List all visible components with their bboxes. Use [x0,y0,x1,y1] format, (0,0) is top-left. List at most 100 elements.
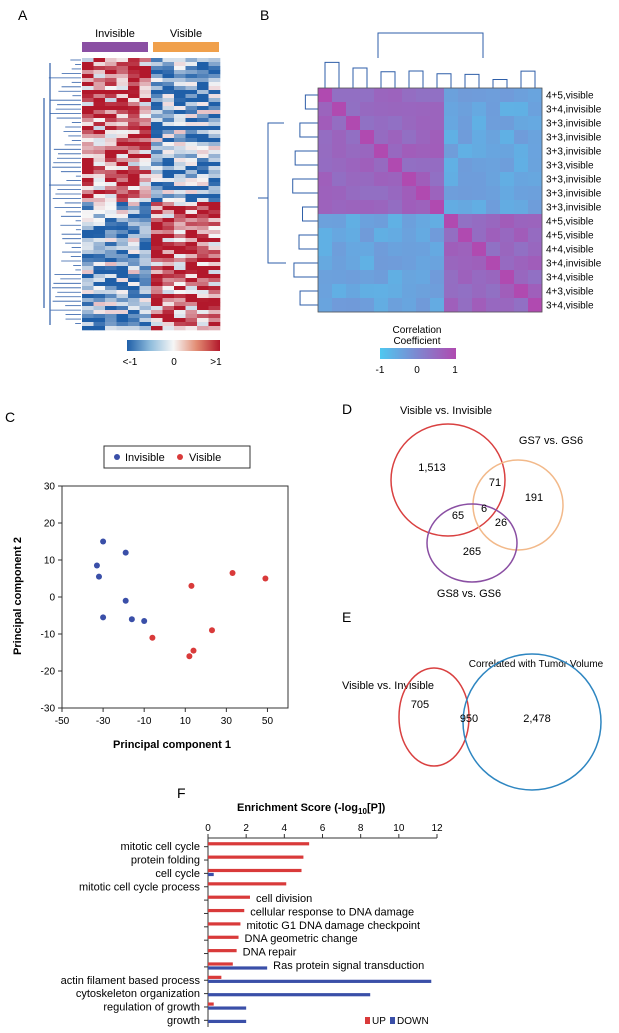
heatmap-b-cell [500,284,515,299]
heatmap-a-cell [105,242,117,247]
heatmap-a-cell [116,86,129,91]
heatmap-a-cell [197,134,209,139]
heatmap-a-cell [139,58,152,63]
heatmap-a-cell [208,126,221,131]
heatmap-a-cell [93,178,106,183]
heatmap-a-cell [105,162,117,167]
heatmap-a-cell [208,238,221,243]
heatmap-a-cell [162,114,175,119]
heatmap-a-cell [162,218,175,223]
heatmap-a-cell [185,74,198,79]
heatmap-b-cell [528,130,543,145]
heatmap-a-cell [162,282,175,287]
heatmap-b-cell [472,200,487,215]
heatmap-a-cell [185,290,198,295]
heatmap-a-cell [128,278,140,283]
heatmap-a-cell [208,110,221,115]
heatmap-b-cell [458,186,473,201]
heatmap-b-cell [528,242,543,257]
heatmap-a-cell [82,170,94,175]
heatmap-a-cell [208,94,221,99]
heatmap-a-cell [185,222,198,227]
heatmap-b-cell [458,158,473,173]
scatter-point-visible [262,575,269,582]
heatmap-a-cell [185,262,198,267]
heatmap-a-cell [128,306,140,311]
heatmap-a-cell [197,214,209,219]
heatmap-a-cell [82,102,94,107]
heatmap-b-cell [346,130,361,145]
heatmap-b-cell [514,200,529,215]
heatmap-b-cell [444,130,459,145]
heatmap-a-cell [197,170,209,175]
heatmap-a-cell [139,302,152,307]
panel-c-letter: C [5,409,15,425]
heatmap-a-cell [197,86,209,91]
heatmap-a-cell [151,150,163,155]
heatmap-a-cell [151,290,163,295]
heatmap-a-cell [208,302,221,307]
heatmap-a-cell [162,70,175,75]
heatmap-a-cell [128,194,140,199]
heatmap-a-cell [116,214,129,219]
heatmap-a-cell [185,114,198,119]
heatmap-a-cell [208,218,221,223]
heatmap-a-cell [162,126,175,131]
heatmap-a-cell [116,230,129,235]
heatmap-a-cell [208,234,221,239]
heatmap-a-cell [105,326,117,331]
heatmap-a-cell [128,218,140,223]
heatmap-b-cell [486,88,501,103]
heatmap-a-cell [162,146,175,151]
heatmap-b-cell [472,102,487,117]
colorbar-b-title2: Coefficient [393,336,440,347]
heatmap-a-cell [139,198,152,203]
heatmap-a-cell [151,70,163,75]
heatmap-a-cell [128,294,140,299]
heatmap-a-cell [185,182,198,187]
heatmap-a-cell [116,202,129,207]
heatmap-b-cell [458,228,473,243]
heatmap-a-cell [174,82,186,87]
bar-category-label: regulation of growth [103,1001,200,1013]
heatmap-a-cell [162,246,175,251]
heatmap-a-cell [93,270,106,275]
bar-xtick-label: 2 [243,823,249,834]
venn-d-count-7: 265 [463,546,481,558]
heatmap-a-cell [128,238,140,243]
heatmap-a-cell [139,210,152,215]
heatmap-b-cell [332,158,347,173]
heatmap-b-cell [514,298,529,313]
heatmap-a-cell [139,206,152,211]
heatmap-a-cell [139,318,152,323]
colorbar-a-mid: 0 [171,357,177,368]
legend-marker-down [390,1017,395,1024]
heatmap-b-cell [388,172,403,187]
heatmap-a-cell [93,126,106,131]
heatmap-b-cell [514,256,529,271]
heatmap-a-cell [93,206,106,211]
heatmap-b-cell [374,228,389,243]
heatmap-a-cell [208,114,221,119]
heatmap-a-cell [82,138,94,143]
group-label-visible: Visible [170,28,202,40]
venn-e-count-3: 2,478 [523,713,551,725]
heatmap-a-cell [208,106,221,111]
heatmap-a-cell [128,326,140,331]
heatmap-b-cell [332,228,347,243]
heatmap-a-cell [105,138,117,143]
heatmap-a-cell [105,202,117,207]
heatmap-a-cell [185,206,198,211]
heatmap-a-cell [93,82,106,87]
heatmap-a-cell [128,162,140,167]
heatmap-b-cell [374,116,389,131]
heatmap-a-cell [185,86,198,91]
heatmap-a-cell [116,194,129,199]
heatmap-a-cell [151,258,163,263]
heatmap-a-cell [82,94,94,99]
heatmap-b-cell [374,88,389,103]
bar-up [208,895,250,899]
heatmap-a-cell [174,150,186,155]
heatmap-a-cell [128,214,140,219]
heatmap-a-cell [116,70,129,75]
